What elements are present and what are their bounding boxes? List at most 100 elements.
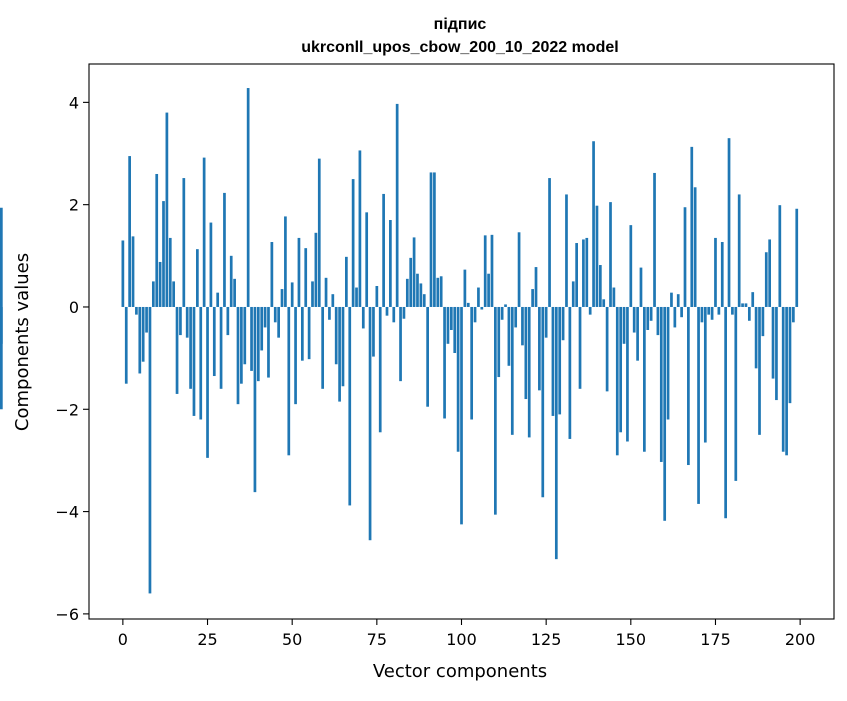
bar-component-57	[314, 232, 318, 307]
bar-component-130	[561, 306, 565, 341]
bar-component-41	[260, 306, 264, 351]
bar-component-40	[256, 306, 260, 382]
bar-component-106	[480, 306, 484, 310]
bar-component-56	[311, 281, 314, 307]
bar-component-23	[199, 306, 203, 420]
bar-component-198	[792, 306, 795, 323]
bar-component-90	[426, 306, 429, 407]
bar-component-54	[304, 248, 308, 307]
bar-component-75	[375, 286, 379, 307]
bar-component-187	[754, 306, 758, 369]
bar-component-181	[734, 306, 738, 481]
bar-component-133	[571, 281, 575, 307]
bar-component-4	[135, 306, 138, 315]
x-tick-label: 150	[616, 630, 647, 649]
bar-component-191	[768, 239, 772, 307]
bar-component-138	[588, 306, 592, 315]
bar-component-8	[148, 306, 152, 594]
bar-component-150	[629, 225, 633, 307]
bar-component-149	[626, 306, 629, 442]
bar-component-152	[636, 306, 639, 361]
x-tick-label: 100	[446, 630, 477, 649]
bar-component-14	[168, 237, 172, 307]
bar-component-58	[317, 158, 321, 307]
bar-component-31	[226, 306, 230, 336]
bar-component-154	[643, 306, 646, 452]
bar-component-160	[663, 306, 667, 521]
bar-component-71	[361, 306, 365, 329]
bar-component-178	[724, 306, 727, 519]
bar-component-64	[338, 306, 341, 402]
bar-component-66	[345, 256, 348, 307]
bar-component-7	[145, 306, 148, 333]
bar-component-82	[399, 306, 402, 382]
bar-component-27	[212, 306, 216, 377]
bar-component-147	[619, 306, 623, 433]
bar-component-141	[598, 265, 602, 307]
bar-component-29	[219, 306, 223, 389]
bar-component-28	[216, 292, 220, 307]
bar-component-145	[612, 287, 616, 307]
bar-component-132	[568, 306, 572, 439]
bar-component-127	[551, 306, 555, 416]
bar-component-179	[727, 138, 731, 307]
bar-component-26	[209, 222, 213, 307]
bar-component-167	[687, 306, 690, 466]
bar-component-46	[277, 306, 280, 338]
bar-component-121	[531, 289, 534, 307]
bar-component-124	[541, 306, 545, 498]
bar-component-59	[321, 306, 325, 389]
bar-component-50	[290, 282, 294, 307]
bar-component-76	[378, 306, 382, 433]
bar-component-16	[175, 306, 179, 394]
bar-component-undefined	[0, 207, 3, 307]
bar-component-12	[162, 201, 165, 307]
bar-component-183	[741, 303, 744, 307]
bar-component-83	[402, 306, 406, 319]
bar-component-103	[470, 306, 474, 420]
x-tick-label: 75	[367, 630, 387, 649]
bar-component-194	[778, 205, 782, 307]
bar-component-9	[151, 281, 155, 307]
bar-component-85	[409, 257, 413, 307]
bar-component-123	[538, 306, 541, 391]
bar-component-113	[504, 304, 507, 307]
bar-component-128	[554, 306, 558, 560]
chart-title: підпис	[434, 16, 487, 33]
bar-component-176	[717, 306, 721, 315]
bar-component-89	[422, 294, 426, 307]
bar-component-170	[697, 306, 700, 504]
bar-component-53	[300, 306, 304, 361]
bar-component-148	[622, 306, 626, 344]
bar-component-69	[355, 287, 358, 307]
bar-component-81	[395, 103, 399, 307]
bar-component-55	[307, 306, 311, 360]
bar-component-155	[646, 306, 650, 330]
bar-component-25	[206, 306, 209, 458]
bar-component-159	[659, 306, 663, 462]
bar-component-157	[653, 172, 656, 307]
bar-component-51	[294, 306, 297, 405]
bar-component-6	[141, 306, 145, 362]
y-tick-label: −6	[55, 605, 79, 624]
bar-component-102	[466, 302, 470, 307]
bar-component-107	[483, 235, 487, 307]
bar-component-153	[639, 267, 643, 307]
bar-component-173	[707, 306, 711, 315]
bar-component-184	[744, 303, 748, 307]
x-axis-label: Vector components	[373, 661, 547, 682]
bar-component-199	[795, 208, 799, 307]
bar-component-73	[368, 306, 372, 541]
bar-component-77	[382, 193, 385, 307]
bar-component-182	[737, 194, 741, 307]
bar-component-19	[185, 306, 189, 338]
bar-component-68	[351, 179, 355, 307]
bar-component-10	[155, 173, 159, 307]
bar-component-74	[372, 306, 375, 357]
bar-component-undefined	[0, 306, 3, 344]
bar-component-62	[331, 294, 335, 307]
bar-component-97	[449, 306, 453, 330]
bar-component-15	[172, 281, 176, 307]
bar-component-129	[558, 306, 562, 415]
bar-component-143	[605, 306, 609, 392]
